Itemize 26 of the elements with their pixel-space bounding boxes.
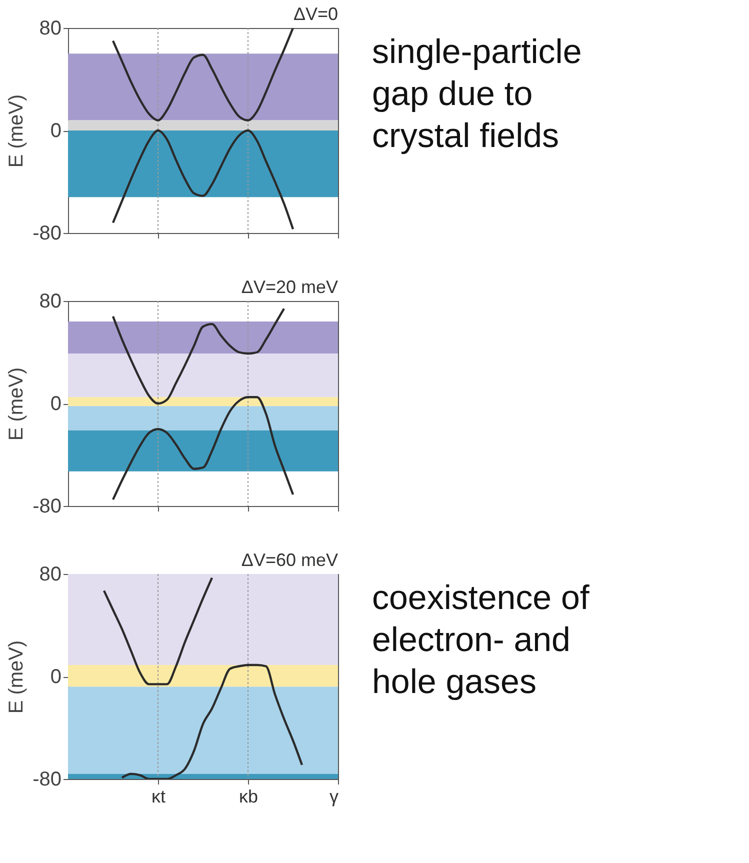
line-series — [112, 308, 286, 405]
chart-title: ΔV=20 meV — [241, 277, 338, 297]
y-tick-label: 0 — [50, 393, 62, 415]
text: coexistence of electron- and hole gases — [372, 579, 590, 701]
line-series — [112, 129, 294, 230]
line-series — [102, 576, 214, 686]
y-tick-label: -80 — [32, 768, 62, 790]
y-axis-title: E (meV) — [6, 94, 28, 168]
y-tick-label: 80 — [39, 564, 62, 586]
chart-title: ΔV=60 meV — [241, 550, 338, 570]
y-tick-label: 80 — [39, 18, 62, 40]
text: single-particle gap due to crystal fields — [372, 33, 582, 155]
y-tick-label: 80 — [39, 290, 62, 312]
y-tick-label: 0 — [50, 666, 62, 688]
line-series — [120, 664, 304, 779]
line-series — [112, 396, 294, 501]
y-axis-title: E (meV) — [6, 367, 28, 441]
chart-title: ΔV=0 — [293, 4, 338, 24]
x-tick-label: κb — [238, 786, 258, 806]
x-tick-label: κt — [151, 786, 166, 806]
x-tick-label: γ — [330, 786, 338, 806]
y-tick-label: -80 — [32, 496, 62, 518]
y-tick-label: -80 — [32, 222, 62, 244]
y-tick-label: 0 — [50, 120, 62, 142]
line-series — [112, 28, 294, 122]
y-axis-title: E (meV) — [6, 640, 28, 714]
